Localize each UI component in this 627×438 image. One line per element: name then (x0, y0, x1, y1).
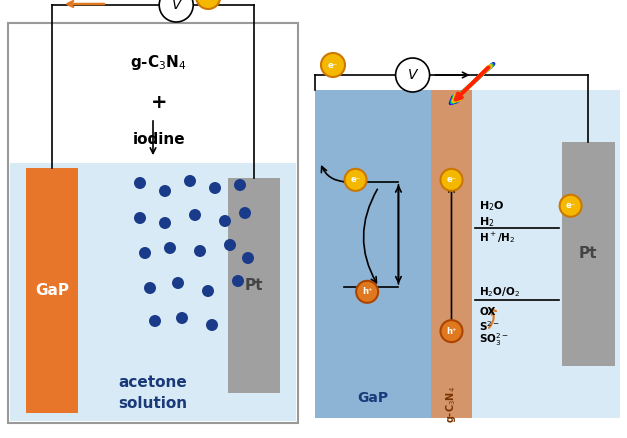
Bar (315, 23, 620, 423)
Bar (315, 90, 431, 418)
Circle shape (239, 207, 251, 219)
Text: S$^{2-}$: S$^{2-}$ (479, 319, 500, 333)
Circle shape (194, 245, 206, 257)
Circle shape (234, 179, 246, 191)
Text: Pt: Pt (245, 278, 263, 293)
Text: e⁻: e⁻ (350, 175, 361, 184)
Text: H$_2$O/O$_2$: H$_2$O/O$_2$ (479, 285, 520, 299)
Text: h⁺: h⁺ (362, 287, 372, 296)
Bar (10, 163, 296, 421)
Circle shape (242, 252, 254, 264)
Text: iodine: iodine (132, 131, 185, 146)
Text: SO$_3^{2-}$: SO$_3^{2-}$ (479, 332, 508, 348)
Text: g-C$_3$N$_4$: g-C$_3$N$_4$ (445, 385, 458, 423)
Circle shape (139, 247, 151, 259)
Text: H$_2$: H$_2$ (479, 215, 495, 229)
Text: Pt: Pt (579, 247, 598, 261)
Circle shape (209, 182, 221, 194)
Circle shape (159, 0, 193, 22)
Text: g-C$_3$N$_4$: g-C$_3$N$_4$ (130, 53, 187, 73)
Circle shape (189, 209, 201, 221)
Text: e⁻: e⁻ (328, 60, 338, 70)
Circle shape (159, 217, 171, 229)
Circle shape (206, 319, 218, 331)
Bar (562, 142, 615, 366)
Text: V: V (171, 0, 181, 12)
Circle shape (356, 281, 378, 303)
Text: +: + (150, 93, 167, 113)
Text: acetone
solution: acetone solution (119, 375, 187, 411)
Text: OX: OX (479, 307, 495, 317)
Circle shape (159, 185, 171, 197)
Circle shape (441, 320, 463, 342)
Text: GaP: GaP (357, 391, 389, 405)
Circle shape (224, 239, 236, 251)
Text: H$_2$O: H$_2$O (479, 199, 505, 213)
Circle shape (345, 169, 367, 191)
Circle shape (219, 215, 231, 227)
Bar (8, 23, 298, 423)
Circle shape (134, 212, 146, 224)
Circle shape (321, 53, 345, 77)
Circle shape (172, 277, 184, 289)
Text: H$^+$/H$_2$: H$^+$/H$_2$ (479, 230, 515, 245)
Circle shape (176, 312, 188, 324)
Circle shape (184, 175, 196, 187)
Circle shape (396, 58, 429, 92)
Circle shape (560, 195, 582, 217)
Bar (228, 178, 280, 393)
Circle shape (202, 285, 214, 297)
Bar (431, 90, 472, 418)
Text: e⁻: e⁻ (446, 175, 456, 184)
Text: e⁻: e⁻ (566, 201, 576, 210)
Circle shape (232, 275, 244, 287)
Text: h⁺: h⁺ (446, 327, 456, 336)
Bar (26, 168, 78, 413)
Circle shape (196, 0, 220, 9)
Text: e⁻: e⁻ (203, 0, 213, 1)
Text: GaP: GaP (35, 283, 69, 298)
Circle shape (441, 169, 463, 191)
Circle shape (144, 282, 156, 294)
Circle shape (164, 242, 176, 254)
Circle shape (149, 315, 161, 327)
Bar (315, 90, 620, 418)
Circle shape (134, 177, 146, 189)
Text: V: V (408, 68, 418, 82)
